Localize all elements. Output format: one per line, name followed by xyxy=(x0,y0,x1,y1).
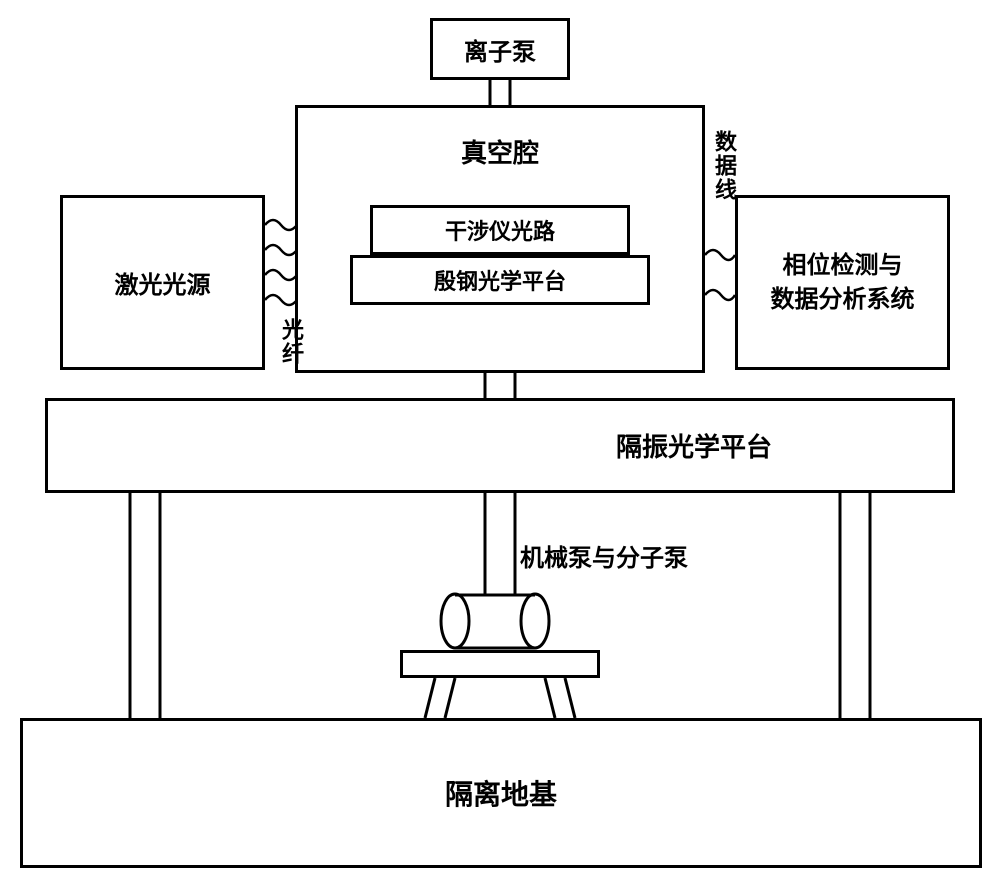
interferometer-box: 干涉仪光路 xyxy=(370,205,630,255)
invar-platform-label: 殷钢光学平台 xyxy=(434,264,566,296)
laser-source-box: 激光光源 xyxy=(60,195,265,370)
invar-platform-box: 殷钢光学平台 xyxy=(350,255,650,305)
data-cable-label: 数据线 xyxy=(708,130,740,202)
mech-pump-label: 机械泵与分子泵 xyxy=(520,538,688,573)
isolation-platform-box: 隔振光学平台 xyxy=(45,398,955,493)
foundation-label: 隔离地基 xyxy=(445,773,557,813)
vacuum-chamber-label: 真空腔 xyxy=(298,133,702,170)
ion-pump-box: 离子泵 xyxy=(430,18,570,80)
diagram-canvas: 离子泵 真空腔 干涉仪光路 殷钢光学平台 激光光源 相位检测与 数据分析系统 隔… xyxy=(0,0,1000,893)
fiber-label: 光纤 xyxy=(275,318,307,366)
isolation-platform-label: 隔振光学平台 xyxy=(616,427,772,464)
interferometer-label: 干涉仪光路 xyxy=(445,214,555,246)
pump-platform-box xyxy=(400,650,600,678)
foundation-box: 隔离地基 xyxy=(20,718,982,868)
phase-detection-box: 相位检测与 数据分析系统 xyxy=(735,195,950,370)
ion-pump-label: 离子泵 xyxy=(464,32,536,67)
phase-detection-label: 相位检测与 数据分析系统 xyxy=(771,249,915,316)
laser-source-label: 激光光源 xyxy=(115,265,211,300)
